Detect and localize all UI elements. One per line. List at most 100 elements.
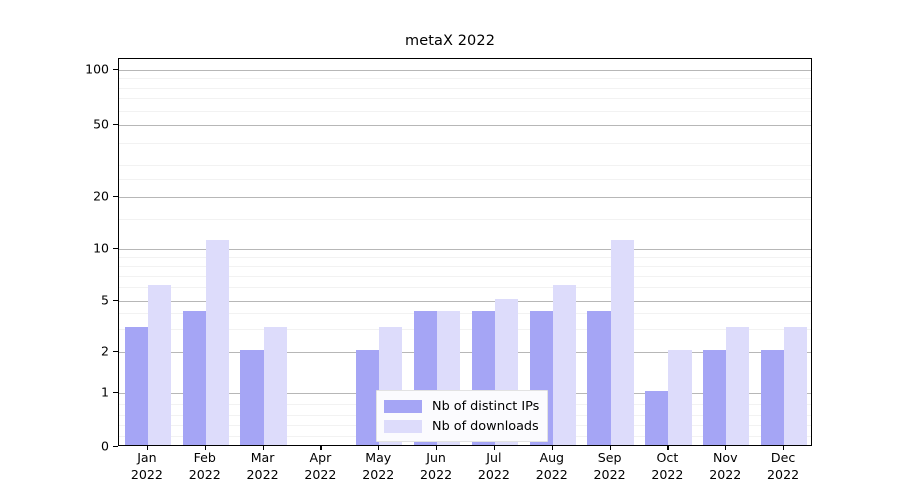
chart-legend: Nb of distinct IPs Nb of downloads [376, 390, 549, 442]
x-tick-label: Dec 2022 [767, 450, 799, 483]
x-tick-label: Oct 2022 [651, 450, 683, 483]
bar-downloads [610, 239, 634, 445]
x-tick-label-line: 2022 [709, 466, 742, 482]
bar-downloads [263, 327, 287, 445]
y-tick-label: 20 [93, 188, 109, 204]
bar-group [587, 59, 634, 445]
x-tick-label-line: 2022 [130, 466, 163, 482]
gridline-major [119, 125, 811, 126]
y-tick-label: 1 [101, 384, 109, 400]
x-tick-label-line: May [365, 450, 392, 465]
gridline-minor [119, 218, 811, 220]
x-tick-mark [320, 446, 322, 450]
x-tick-label-line: 2022 [477, 466, 510, 482]
bar-group [413, 59, 461, 445]
legend-item: Nb of downloads [384, 416, 539, 436]
x-tick-label-line: 2022 [246, 466, 279, 482]
gridline-minor [119, 256, 811, 258]
y-tick-label: 2 [101, 343, 109, 359]
gridline-minor [119, 179, 811, 181]
gridline-minor [119, 265, 811, 267]
bar-group [645, 59, 692, 445]
bar-distinct-ips [703, 350, 727, 445]
bar-distinct-ips [587, 311, 611, 445]
gridline-minor [119, 78, 811, 80]
x-tick-label-line: Jun [426, 450, 446, 465]
legend-label: Nb of distinct IPs [432, 398, 540, 414]
x-tick-label: Apr 2022 [304, 450, 336, 483]
x-tick-label-line: Dec [770, 450, 796, 465]
gridline-major [119, 352, 811, 353]
x-tick-mark [436, 446, 438, 450]
y-tick-mark [113, 124, 118, 126]
x-tick-label: Nov 2022 [709, 450, 741, 483]
x-tick-mark [262, 446, 264, 450]
bars-layer [119, 59, 811, 445]
x-tick-label-line: 2022 [535, 466, 568, 482]
bar-downloads [205, 239, 229, 445]
bar-group [182, 59, 229, 445]
x-tick-mark [551, 446, 553, 450]
legend-swatch [384, 399, 422, 413]
y-tick-mark [113, 446, 118, 448]
legend-label: Nb of downloads [432, 418, 539, 434]
gridline-minor [119, 313, 811, 315]
bar-group [760, 59, 808, 445]
x-tick-label: Feb 2022 [189, 450, 221, 483]
bar-downloads [726, 327, 750, 445]
x-axis-tick-marks [118, 446, 812, 451]
gridline-minor [119, 287, 811, 289]
x-tick-mark [204, 446, 206, 450]
bar-distinct-ips [760, 350, 785, 445]
gridline-major [119, 70, 811, 71]
y-tick-mark [113, 392, 118, 394]
legend-swatch [384, 419, 422, 433]
x-tick-label-line: Jul [486, 450, 502, 465]
x-tick-mark [493, 446, 496, 450]
plot-area [118, 58, 812, 446]
y-axis-tick-labels: 0 1 2 5 10 20 50 100 [60, 58, 109, 454]
x-tick-label-line: 2022 [593, 466, 626, 482]
x-tick-label-line: 2022 [767, 466, 800, 482]
y-tick-label: 100 [85, 61, 109, 77]
bar-distinct-ips [645, 391, 669, 445]
x-tick-label: Jan 2022 [131, 450, 163, 483]
bar-group [703, 59, 750, 445]
x-tick-label: Mar 2022 [247, 450, 279, 483]
y-tick-mark [113, 196, 118, 198]
x-tick-label-line: Apr [309, 450, 332, 465]
x-tick-label-line: 2022 [420, 466, 453, 482]
bar-group [529, 59, 576, 445]
bar-downloads [552, 285, 576, 445]
x-tick-mark [667, 446, 669, 450]
x-tick-label-line: Jan [137, 450, 157, 465]
y-tick-label: 5 [101, 292, 109, 308]
bar-distinct-ips [240, 350, 264, 445]
bar-downloads [784, 327, 808, 445]
gridline-minor [119, 275, 811, 277]
x-tick-label-line: 2022 [651, 466, 684, 482]
x-tick-label-line: 2022 [362, 466, 395, 482]
gridline-minor [119, 98, 811, 100]
bar-group [471, 59, 519, 445]
x-tick-mark [783, 446, 785, 450]
gridline-minor [119, 87, 811, 89]
x-tick-label: Sep 2022 [594, 450, 626, 483]
x-tick-label-line: Mar [250, 450, 275, 465]
gridline-major [119, 197, 811, 198]
y-tick-label: 50 [93, 116, 109, 132]
x-tick-label-line: Feb [193, 450, 216, 465]
bar-distinct-ips [182, 311, 206, 445]
gridline-major [119, 249, 811, 250]
x-tick-mark [146, 446, 149, 450]
x-tick-label-line: Nov [712, 450, 738, 465]
gridline-major [119, 301, 811, 302]
bar-distinct-ips [124, 327, 148, 445]
y-tick-label: 10 [93, 240, 109, 256]
bar-downloads [668, 350, 692, 445]
x-tick-mark [378, 446, 380, 450]
x-tick-label: Jun 2022 [420, 450, 452, 483]
x-tick-label-line: 2022 [304, 466, 337, 482]
y-tick-label: 0 [101, 438, 109, 454]
